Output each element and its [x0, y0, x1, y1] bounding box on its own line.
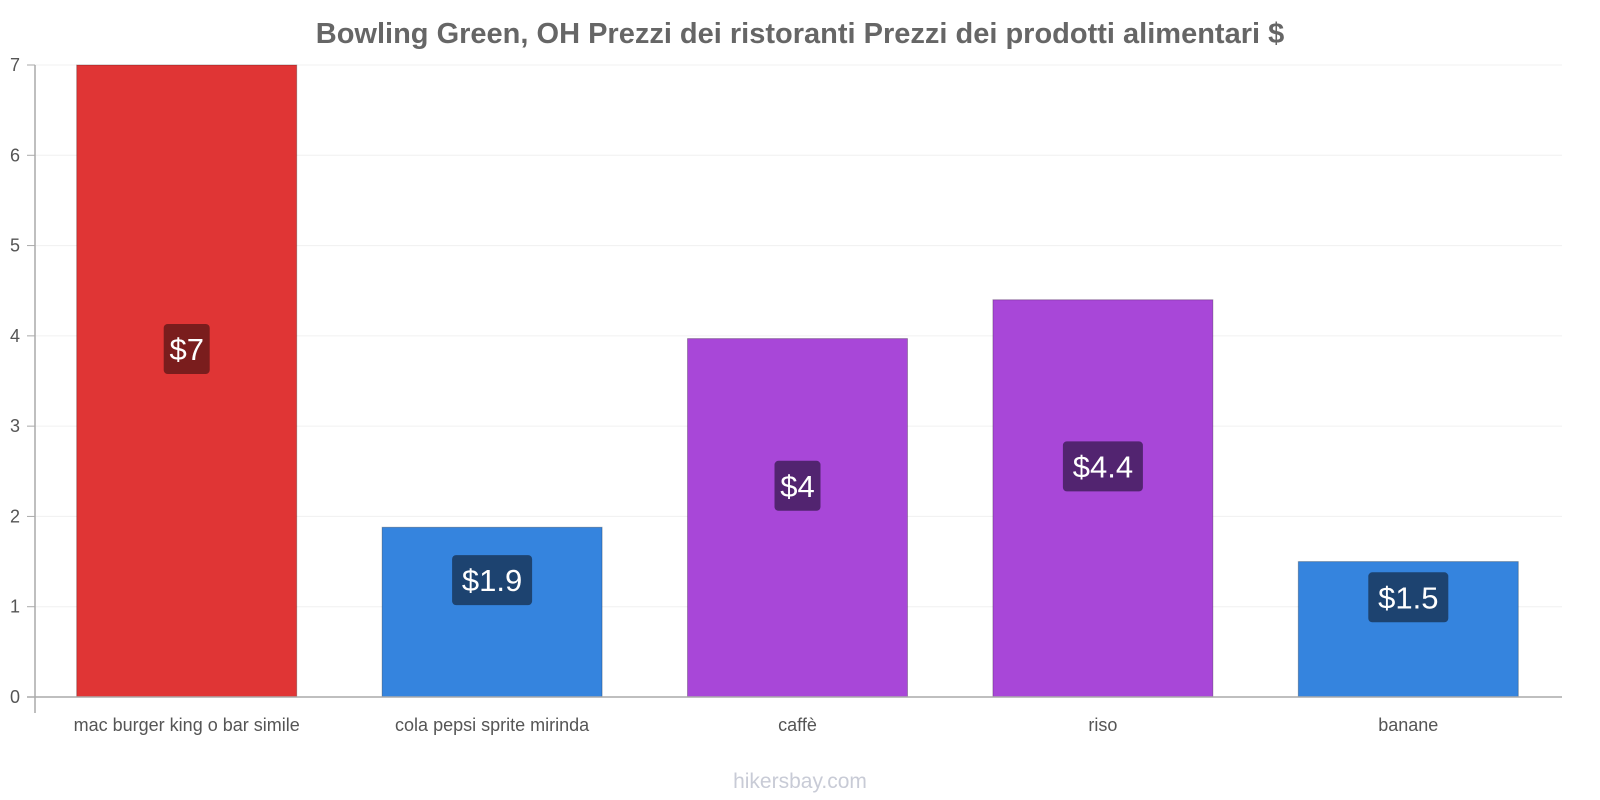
x-tick-label: banane — [1378, 715, 1438, 735]
data-label-box — [452, 555, 533, 606]
x-tick-label: mac burger king o bar simile — [74, 715, 300, 735]
x-tick-label: cola pepsi sprite mirinda — [395, 715, 590, 735]
y-tick-label: 1 — [10, 597, 20, 617]
y-tick-label: 4 — [10, 326, 20, 346]
data-label-box — [1062, 441, 1143, 492]
data-label: $1.5 — [1378, 580, 1438, 615]
data-label: $4 — [780, 469, 814, 504]
bar — [687, 338, 908, 698]
bar — [992, 299, 1214, 698]
y-tick-label: 2 — [10, 506, 20, 526]
y-tick-label: 3 — [10, 416, 20, 436]
data-label-box — [1368, 572, 1449, 623]
x-tick-label: riso — [1088, 715, 1117, 735]
y-tick-label: 0 — [10, 687, 20, 707]
data-label-box — [774, 460, 821, 511]
data-label: $7 — [169, 332, 203, 367]
x-tick-label: caffè — [778, 715, 817, 735]
watermark: hikersbay.com — [733, 770, 867, 793]
y-tick-label: 7 — [10, 55, 20, 75]
y-tick-label: 5 — [10, 236, 20, 256]
y-tick-label: 6 — [10, 145, 20, 165]
bar — [381, 526, 603, 698]
chart-title: Bowling Green, OH Prezzi dei ristoranti … — [316, 18, 1284, 50]
data-label: $1.9 — [462, 563, 522, 598]
bar — [76, 64, 298, 698]
data-label-box — [163, 324, 210, 374]
data-label: $4.4 — [1073, 449, 1133, 484]
